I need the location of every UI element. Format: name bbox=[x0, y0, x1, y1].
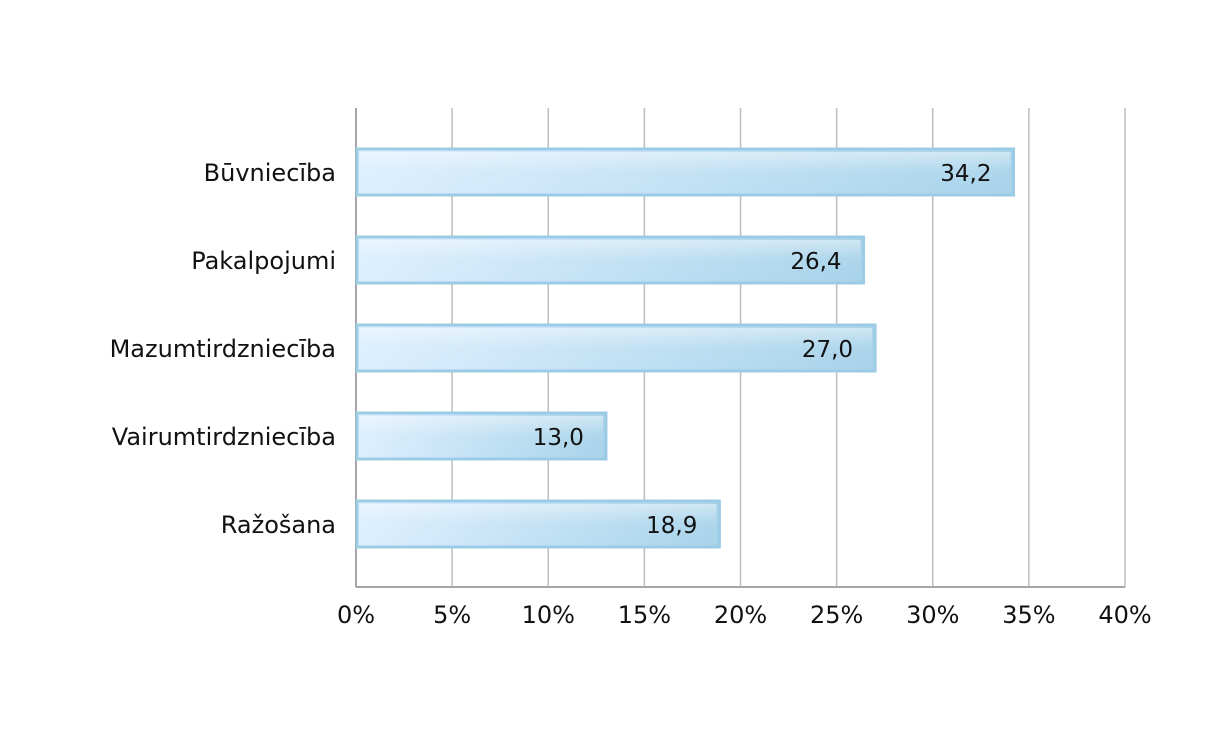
bar-value-label: 18,9 bbox=[646, 513, 697, 539]
x-axis: 0% 5% 10% 15% 20% 25% 30% 35% 40% bbox=[337, 586, 1152, 629]
x-tick-label: 25% bbox=[810, 601, 863, 629]
x-tick-label: 20% bbox=[714, 601, 767, 629]
x-tick-label: 15% bbox=[618, 601, 671, 629]
category-label: Ražošana bbox=[221, 511, 336, 539]
category-labels: Būvniecība Pakalpojumi Mazumtirdzniecība Va… bbox=[110, 159, 336, 539]
bar-group: 13,0 bbox=[355, 411, 608, 461]
x-tick-label: 0% bbox=[337, 601, 375, 629]
bar-group: 26,4 bbox=[355, 235, 866, 285]
bar-highlight bbox=[360, 328, 873, 368]
x-tick-label: 5% bbox=[433, 601, 471, 629]
bar-highlight bbox=[360, 240, 861, 280]
bar-highlight bbox=[360, 152, 1011, 192]
bars: 34,2 26,4 27,0 13,0 18,9 bbox=[355, 147, 1015, 549]
bar-group: 18,9 bbox=[355, 499, 721, 549]
category-label: Vairumtirdzniecība bbox=[112, 423, 336, 451]
bar-highlight bbox=[360, 416, 603, 456]
x-tick-label: 30% bbox=[906, 601, 959, 629]
bar-value-label: 34,2 bbox=[940, 161, 991, 187]
category-label: Pakalpojumi bbox=[191, 247, 336, 275]
x-tick-label: 40% bbox=[1098, 601, 1151, 629]
category-label: Būvniecība bbox=[204, 159, 336, 187]
bar-group: 34,2 bbox=[355, 147, 1015, 197]
x-tick-label: 35% bbox=[1002, 601, 1055, 629]
bar-value-label: 26,4 bbox=[790, 249, 841, 275]
bar-value-label: 27,0 bbox=[802, 337, 853, 363]
bar-group: 27,0 bbox=[355, 323, 877, 373]
x-tick-label: 10% bbox=[522, 601, 575, 629]
bar-highlight bbox=[360, 504, 717, 544]
category-label: Mazumtirdzniecība bbox=[110, 335, 336, 363]
bar-value-label: 13,0 bbox=[533, 425, 584, 451]
